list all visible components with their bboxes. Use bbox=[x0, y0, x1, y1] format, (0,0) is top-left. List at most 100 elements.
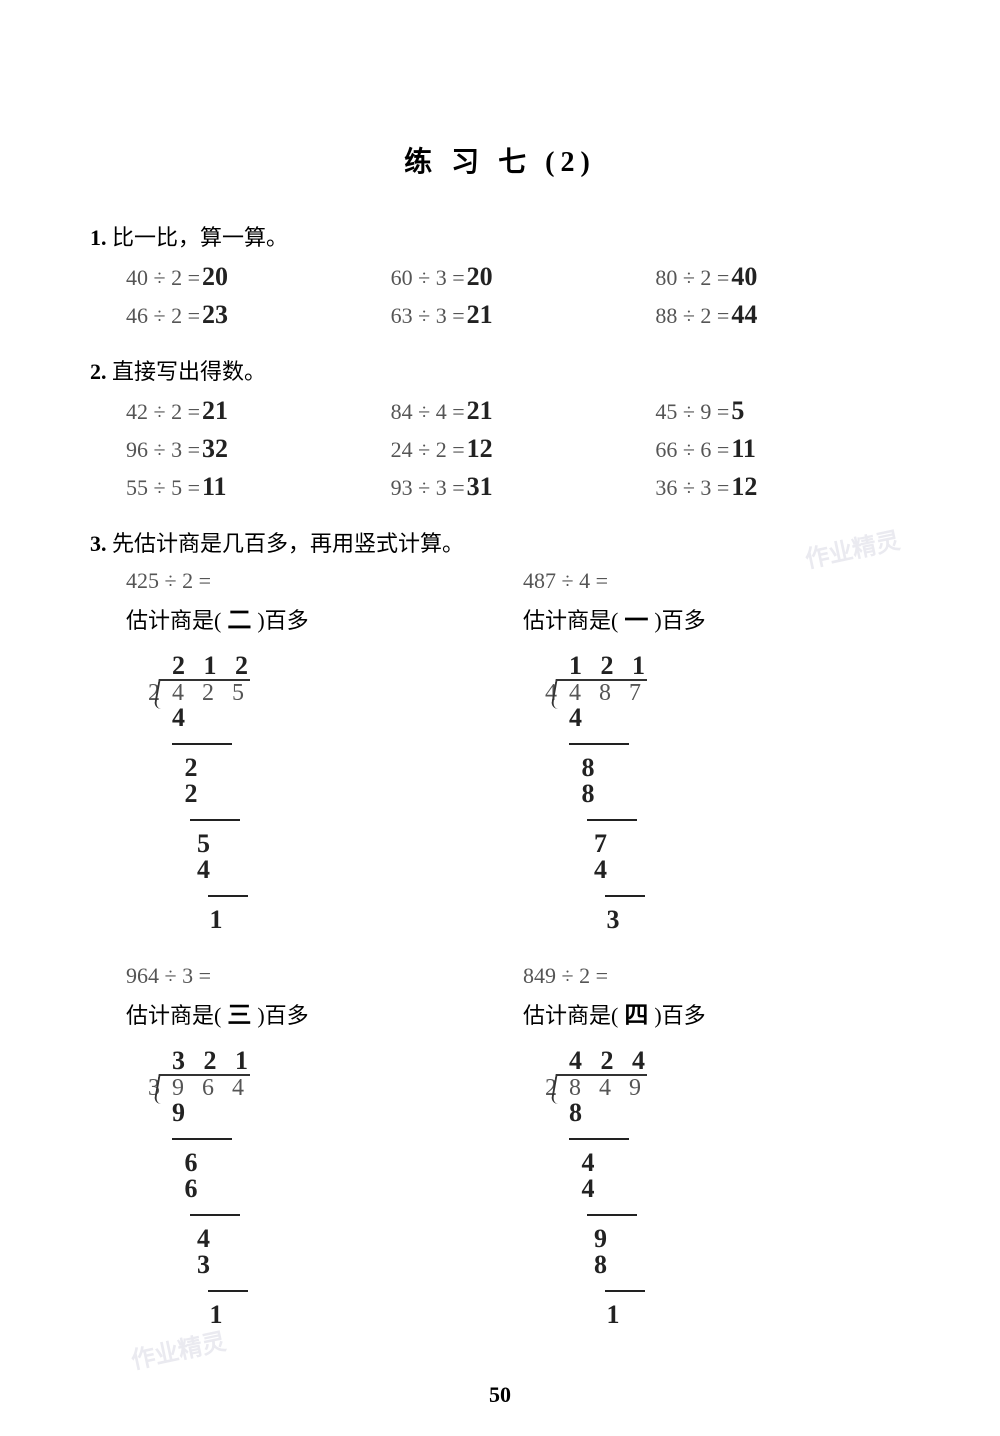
equation-expr: 80 ÷ 2 = bbox=[655, 265, 729, 291]
q3-estimate: 估计商是( 三 )百多 bbox=[126, 995, 523, 1030]
ld-rule bbox=[529, 1278, 920, 1302]
q3-expr: 425 ÷ 2 = bbox=[126, 568, 523, 594]
ld-rule bbox=[132, 1278, 523, 1302]
ld-step: 9 bbox=[529, 1226, 920, 1252]
equation: 45 ÷ 9 =5 bbox=[655, 396, 920, 426]
q2-header: 2. 直接写出得数。 bbox=[80, 354, 920, 386]
equation-answer: 21 bbox=[465, 300, 493, 330]
equation: 88 ÷ 2 =44 bbox=[655, 300, 920, 330]
q3-row: 964 ÷ 3 =估计商是( 三 )百多3 2 139 6 49 6 6 4 3… bbox=[80, 963, 920, 1328]
ld-step: 4 bbox=[529, 1176, 920, 1202]
equation: 46 ÷ 2 =23 bbox=[126, 300, 391, 330]
equation-expr: 66 ÷ 6 = bbox=[655, 437, 729, 463]
equation-answer: 20 bbox=[465, 262, 493, 292]
equation: 40 ÷ 2 =20 bbox=[126, 262, 391, 292]
equation-answer: 11 bbox=[200, 472, 227, 502]
equation-expr: 42 ÷ 2 = bbox=[126, 399, 200, 425]
q2-grid: 42 ÷ 2 =2184 ÷ 4 =2145 ÷ 9 =596 ÷ 3 =322… bbox=[80, 396, 920, 502]
equation-answer: 21 bbox=[200, 396, 228, 426]
ld-rule bbox=[132, 883, 523, 907]
ld-rule bbox=[529, 1126, 920, 1150]
ld-step: 3 bbox=[132, 1252, 523, 1278]
q2-number: 2. bbox=[90, 359, 107, 384]
ld-step: 1 bbox=[132, 1302, 523, 1328]
equation-expr: 36 ÷ 3 = bbox=[655, 475, 729, 501]
equation-answer: 40 bbox=[729, 262, 757, 292]
equation: 36 ÷ 3 =12 bbox=[655, 472, 920, 502]
q3-prompt: 先估计商是几百多，再用竖式计算。 bbox=[112, 531, 464, 556]
q3-item: 487 ÷ 4 =估计商是( 一 )百多1 2 144 8 74 8 8 7 4… bbox=[523, 568, 920, 933]
ld-step: 5 bbox=[132, 831, 523, 857]
estimate-answer: 四 bbox=[618, 1003, 654, 1029]
ld-step: 8 bbox=[529, 1252, 920, 1278]
ld-step: 1 bbox=[132, 907, 523, 933]
q1-prompt: 比一比，算一算。 bbox=[112, 225, 288, 250]
ld-step: 4 bbox=[529, 705, 920, 731]
ld-rule bbox=[529, 1202, 920, 1226]
equation-answer: 11 bbox=[729, 434, 756, 464]
q3-item: 849 ÷ 2 =估计商是( 四 )百多4 2 428 4 98 4 4 9 8… bbox=[523, 963, 920, 1328]
equation-expr: 84 ÷ 4 = bbox=[391, 399, 465, 425]
equation-expr: 96 ÷ 3 = bbox=[126, 437, 200, 463]
ld-step: 8 bbox=[529, 1100, 920, 1126]
ld-quotient: 4 2 4 bbox=[529, 1048, 920, 1074]
q3-number: 3. bbox=[90, 531, 107, 556]
long-division: 2 1 224 2 54 2 2 5 4 1 bbox=[132, 653, 523, 933]
equation-expr: 93 ÷ 3 = bbox=[391, 475, 465, 501]
ld-rule bbox=[132, 1202, 523, 1226]
equation-answer: 12 bbox=[729, 472, 757, 502]
question-2: 2. 直接写出得数。 42 ÷ 2 =2184 ÷ 4 =2145 ÷ 9 =5… bbox=[80, 354, 920, 502]
equation: 80 ÷ 2 =40 bbox=[655, 262, 920, 292]
equation: 96 ÷ 3 =32 bbox=[126, 434, 391, 464]
ld-step: 4 bbox=[132, 857, 523, 883]
equation-answer: 21 bbox=[465, 396, 493, 426]
long-division: 4 2 428 4 98 4 4 9 8 1 bbox=[529, 1048, 920, 1328]
ld-rule bbox=[132, 731, 523, 755]
equation-expr: 63 ÷ 3 = bbox=[391, 303, 465, 329]
ld-step: 7 bbox=[529, 831, 920, 857]
equation-answer: 44 bbox=[729, 300, 757, 330]
equation-expr: 40 ÷ 2 = bbox=[126, 265, 200, 291]
estimate-answer: 二 bbox=[221, 608, 257, 634]
ld-step: 4 bbox=[132, 1226, 523, 1252]
q3-container: 425 ÷ 2 =估计商是( 二 )百多2 1 224 2 54 2 2 5 4… bbox=[80, 568, 920, 1328]
equation-expr: 60 ÷ 3 = bbox=[391, 265, 465, 291]
ld-rule bbox=[132, 807, 523, 831]
equation-expr: 88 ÷ 2 = bbox=[655, 303, 729, 329]
ld-rule bbox=[132, 1126, 523, 1150]
equation: 93 ÷ 3 =31 bbox=[391, 472, 656, 502]
long-division: 1 2 144 8 74 8 8 7 4 3 bbox=[529, 653, 920, 933]
ld-quotient: 1 2 1 bbox=[529, 653, 920, 679]
equation-answer: 20 bbox=[200, 262, 228, 292]
ld-step: 3 bbox=[529, 907, 920, 933]
equation: 63 ÷ 3 =21 bbox=[391, 300, 656, 330]
q2-prompt: 直接写出得数。 bbox=[112, 359, 266, 384]
question-1: 1. 比一比，算一算。 40 ÷ 2 =2060 ÷ 3 =2080 ÷ 2 =… bbox=[80, 220, 920, 330]
q1-number: 1. bbox=[90, 225, 107, 250]
q3-item: 425 ÷ 2 =估计商是( 二 )百多2 1 224 2 54 2 2 5 4… bbox=[126, 568, 523, 933]
ld-step: 8 bbox=[529, 755, 920, 781]
q3-row: 425 ÷ 2 =估计商是( 二 )百多2 1 224 2 54 2 2 5 4… bbox=[80, 568, 920, 933]
equation-expr: 45 ÷ 9 = bbox=[655, 399, 729, 425]
ld-step: 4 bbox=[529, 1150, 920, 1176]
ld-step: 2 bbox=[132, 755, 523, 781]
ld-step: 8 bbox=[529, 781, 920, 807]
page-number: 50 bbox=[0, 1382, 1000, 1408]
ld-quotient: 2 1 2 bbox=[132, 653, 523, 679]
equation-answer: 12 bbox=[465, 434, 493, 464]
equation-expr: 55 ÷ 5 = bbox=[126, 475, 200, 501]
ld-quotient: 3 2 1 bbox=[132, 1048, 523, 1074]
ld-step: 6 bbox=[132, 1176, 523, 1202]
page-title: 练 习 七 (2) bbox=[80, 140, 920, 180]
ld-step: 1 bbox=[529, 1302, 920, 1328]
q3-expr: 964 ÷ 3 = bbox=[126, 963, 523, 989]
ld-rule bbox=[529, 731, 920, 755]
q1-grid: 40 ÷ 2 =2060 ÷ 3 =2080 ÷ 2 =4046 ÷ 2 =23… bbox=[80, 262, 920, 330]
q3-estimate: 估计商是( 二 )百多 bbox=[126, 600, 523, 635]
equation-answer: 5 bbox=[729, 396, 744, 426]
equation-answer: 31 bbox=[465, 472, 493, 502]
estimate-answer: 三 bbox=[221, 1003, 257, 1029]
equation: 66 ÷ 6 =11 bbox=[655, 434, 920, 464]
ld-divisor-dividend: 24 2 5 bbox=[132, 679, 523, 705]
ld-rule bbox=[529, 883, 920, 907]
